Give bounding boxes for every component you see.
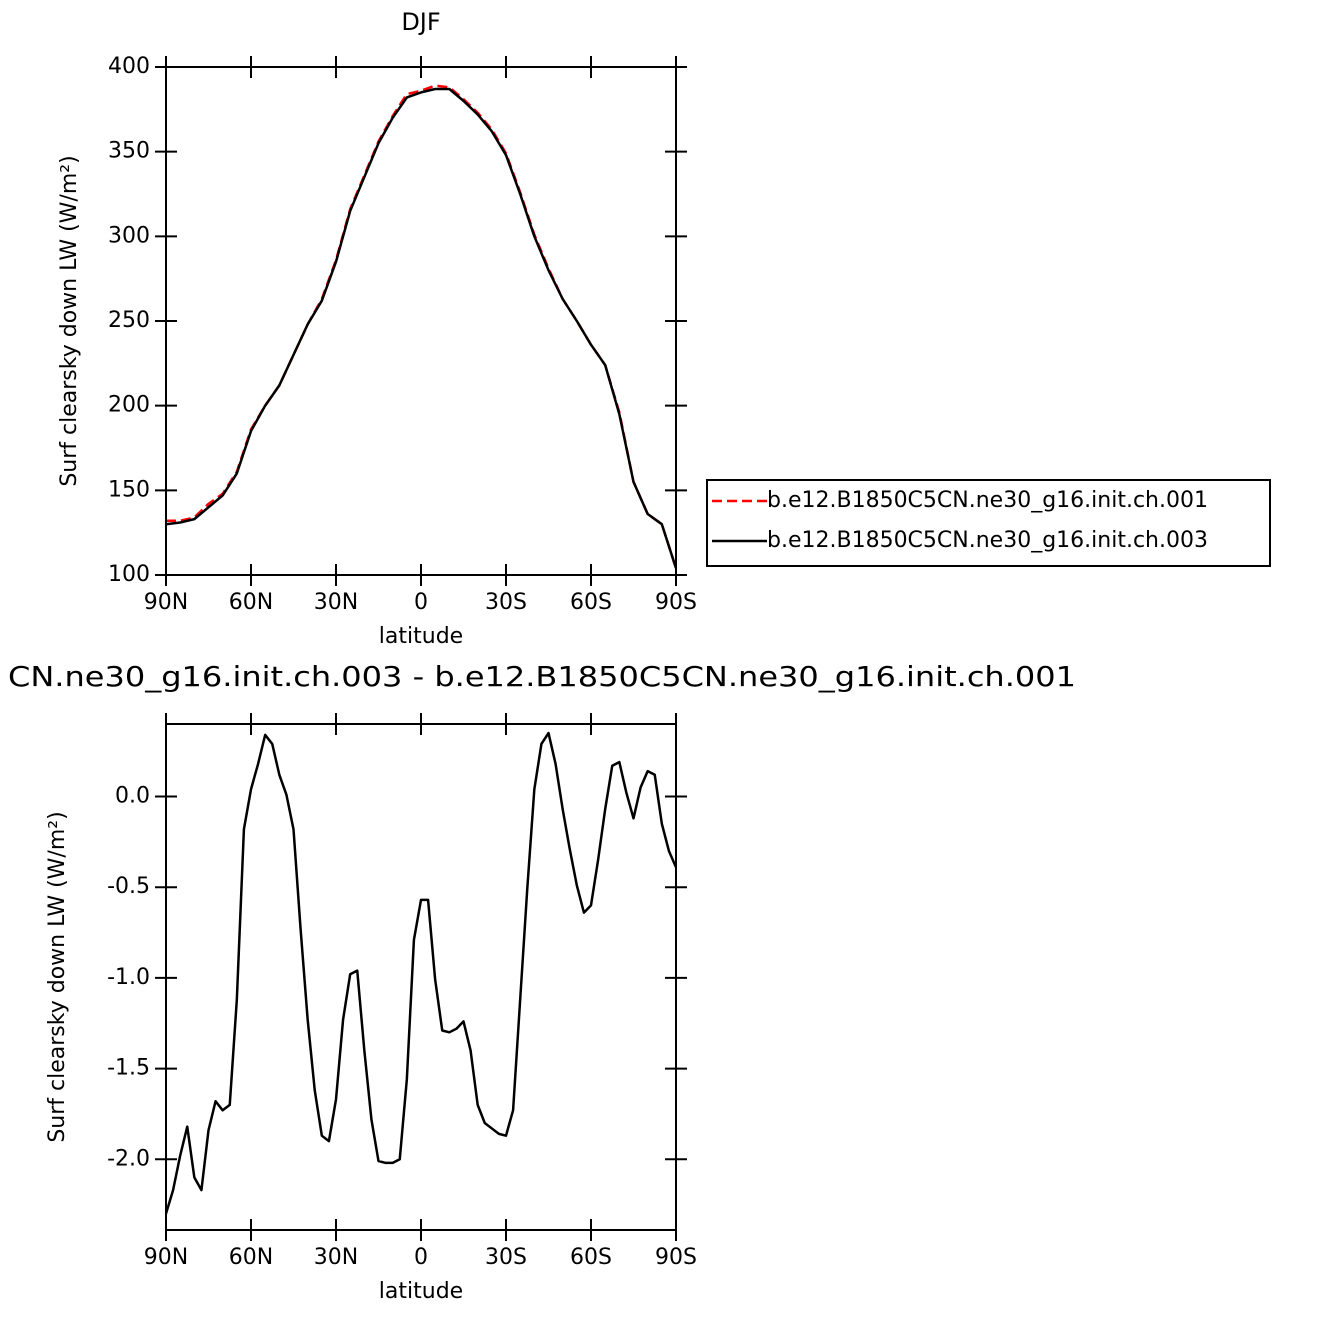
data-line (164, 731, 678, 1215)
x-tick-label: 0 (414, 1245, 428, 1270)
y-tick-label: 200 (108, 393, 150, 418)
data-line (165, 87, 678, 569)
y-tick-label: 150 (108, 477, 150, 502)
x-tick-label: 30N (314, 590, 358, 615)
legend-label: b.e12.B1850C5CN.ne30_g16.init.ch.003 (767, 528, 1208, 553)
y-tick-label: -2.0 (107, 1146, 150, 1171)
x-tick-label: 30N (314, 1245, 358, 1270)
y-tick-label: 350 (108, 139, 150, 164)
y-axis-label: Surf clearsky down LW (W/m²) (57, 155, 82, 486)
y-tick-label: -1.0 (107, 965, 150, 990)
y-tick-label: 400 (108, 54, 150, 79)
y-tick-label: 0.0 (115, 784, 150, 809)
data-line (166, 84, 678, 569)
y-tick-label: 250 (108, 308, 150, 333)
x-tick-label: 90S (655, 1245, 697, 1270)
x-axis-label: latitude (379, 624, 463, 649)
x-tick-label: 90S (655, 590, 697, 615)
y-tick-label: -0.5 (107, 874, 150, 899)
x-tick-label: 60S (570, 1245, 612, 1270)
chart-title: CN.ne30_g16.init.ch.003 - b.e12.B1850C5C… (8, 660, 1076, 693)
x-tick-label: 30S (485, 590, 527, 615)
chart-title: DJF (401, 8, 440, 36)
x-tick-label: 90N (144, 590, 188, 615)
legend-label: b.e12.B1850C5CN.ne30_g16.init.ch.001 (767, 488, 1208, 513)
x-tick-label: 60S (570, 590, 612, 615)
x-tick-label: 0 (414, 590, 428, 615)
y-tick-label: -1.5 (107, 1056, 150, 1081)
plot-frame (165, 66, 677, 576)
y-tick-label: 300 (108, 223, 150, 248)
x-tick-label: 60N (229, 590, 273, 615)
legend-box (706, 479, 1271, 567)
y-axis-label: Surf clearsky down LW (W/m²) (45, 811, 70, 1142)
x-tick-label: 60N (229, 1245, 273, 1270)
x-tick-label: 30S (485, 1245, 527, 1270)
x-axis-label: latitude (379, 1279, 463, 1304)
y-tick-label: 100 (108, 562, 150, 587)
x-tick-label: 90N (144, 1245, 188, 1270)
plot-frame (165, 723, 677, 1231)
